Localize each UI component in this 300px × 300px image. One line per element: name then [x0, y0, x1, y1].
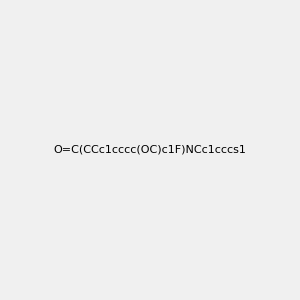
Text: O=C(CCc1cccc(OC)c1F)NCc1cccs1: O=C(CCc1cccc(OC)c1F)NCc1cccs1	[54, 145, 246, 155]
